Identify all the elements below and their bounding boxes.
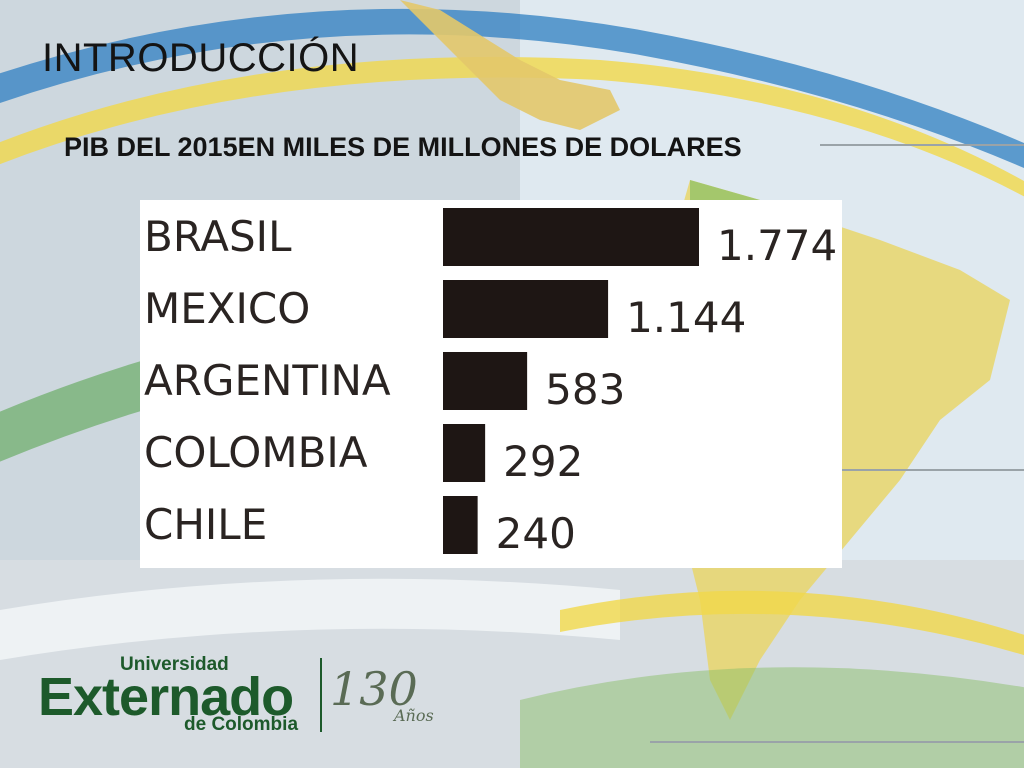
logo-line-universidad: Universidad bbox=[120, 654, 229, 675]
logo-anniversary-word: Años bbox=[394, 706, 434, 725]
bar bbox=[443, 208, 699, 266]
bar bbox=[443, 496, 478, 554]
blue-band bbox=[0, 8, 1024, 169]
bar bbox=[443, 352, 528, 410]
category-label: CHILE bbox=[144, 500, 267, 549]
logo-name: Externado bbox=[38, 667, 294, 727]
bar bbox=[443, 280, 609, 338]
bar bbox=[443, 424, 486, 482]
value-label: 292 bbox=[503, 437, 583, 486]
university-logo: Universidad Externado de Colombia 130 Añ… bbox=[38, 650, 458, 740]
mexico-map bbox=[400, 0, 620, 130]
yellow-wave bbox=[560, 590, 1024, 656]
slide-title: INTRODUCCIÓN bbox=[42, 36, 360, 80]
value-label: 240 bbox=[496, 509, 576, 558]
value-label: 1.774 bbox=[717, 221, 837, 270]
category-label: COLOMBIA bbox=[144, 428, 368, 477]
logo-line-de-colombia: de Colombia bbox=[184, 714, 299, 735]
yellow-band bbox=[0, 56, 1024, 197]
pipe-shape bbox=[0, 578, 620, 660]
category-label: MEXICO bbox=[144, 284, 310, 333]
chart-panel: BRASIL 1.774 MEXICO 1.144 ARGENTINA 583 COLOMB… bbox=[140, 200, 842, 568]
chart-subtitle: PIB DEL 2015EN MILES DE MILLONES DE DOLA… bbox=[64, 132, 742, 162]
logo-anniversary-number: 130 bbox=[330, 662, 418, 716]
gdp-bar-chart: BRASIL 1.774 MEXICO 1.144 ARGENTINA 583 COLOMB… bbox=[144, 208, 837, 558]
value-label: 1.144 bbox=[626, 293, 746, 342]
category-label: BRASIL bbox=[144, 212, 292, 261]
category-label: ARGENTINA bbox=[144, 356, 391, 405]
logo-divider bbox=[320, 658, 322, 732]
value-label: 583 bbox=[545, 365, 625, 414]
